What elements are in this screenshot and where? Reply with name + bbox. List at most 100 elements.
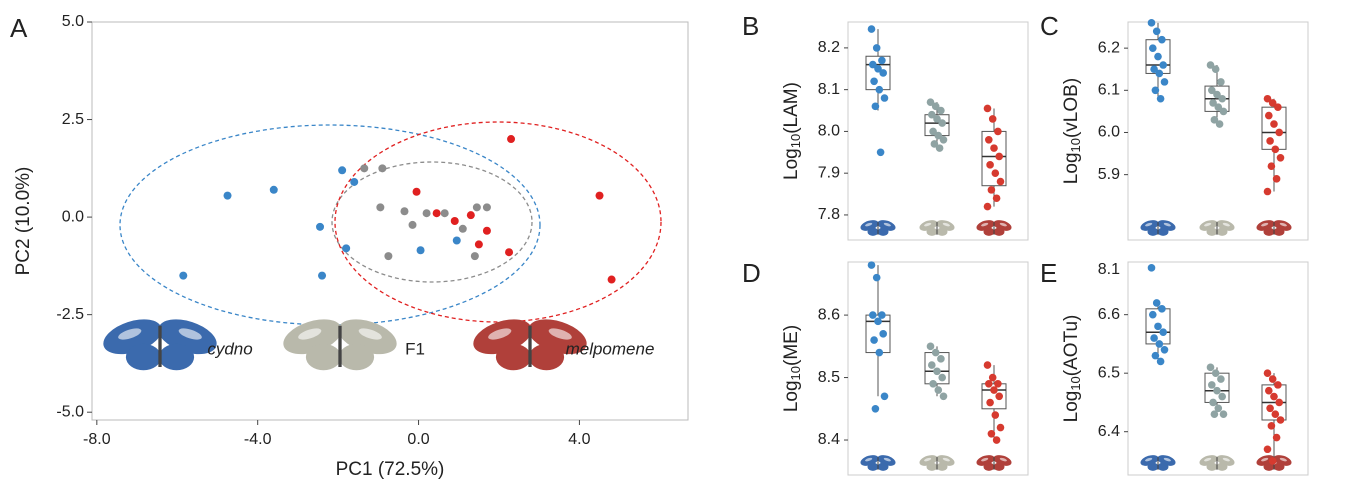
data-point: [482, 203, 491, 212]
legend-label: cydno: [207, 339, 252, 358]
data-point: [995, 152, 1003, 161]
wing: [305, 343, 342, 371]
y-tick-label: 8.2: [818, 39, 840, 56]
y-tick-label: 8.1: [818, 81, 840, 98]
body: [1216, 457, 1218, 470]
data-point: [876, 148, 885, 157]
data-point: [384, 252, 393, 261]
data-point: [926, 98, 935, 106]
body: [993, 222, 995, 235]
data-point: [983, 361, 992, 369]
y-tick-label: 5.9: [1098, 166, 1120, 183]
y-tick-label: 8.0: [818, 123, 840, 140]
wing: [926, 462, 938, 471]
body: [338, 325, 342, 367]
data-point: [880, 94, 889, 102]
data-point: [935, 144, 944, 152]
butterfly-icon: [473, 319, 587, 371]
data-point: [1155, 69, 1164, 78]
butterfly-icon: [1256, 220, 1292, 236]
data-point: [879, 330, 887, 338]
data-point: [422, 209, 431, 218]
body: [993, 457, 995, 470]
plot-frame: [1127, 261, 1309, 476]
data-point: [878, 56, 886, 65]
data-point: [867, 25, 876, 33]
butterfly-icon: [860, 220, 896, 236]
data-point: [1151, 351, 1160, 360]
y-axis-label-part: Log: [1061, 152, 1082, 184]
data-point: [1154, 322, 1162, 331]
data-point: [1208, 86, 1216, 95]
data-point: [595, 191, 604, 200]
wing: [1157, 227, 1169, 236]
wing: [867, 227, 879, 236]
data-point: [937, 355, 945, 363]
butterfly-icon: [103, 319, 217, 371]
body: [1273, 222, 1275, 235]
wing: [495, 343, 532, 371]
y-axis-label-part: 10: [788, 134, 803, 148]
data-point: [1268, 457, 1277, 465]
wing-patch: [883, 222, 891, 227]
body: [936, 457, 938, 470]
wing-patch: [1204, 457, 1212, 462]
butterfly-icon: [1140, 220, 1176, 236]
y-axis-label-part: 10: [788, 366, 803, 380]
data-point: [1218, 392, 1226, 401]
data-point: [416, 246, 425, 255]
data-point: [482, 226, 491, 235]
data-point: [992, 194, 1001, 203]
wing: [528, 343, 565, 371]
data-point: [350, 177, 359, 186]
butterfly-icon: [1199, 455, 1235, 471]
data-point: [928, 361, 936, 369]
plot-frame: [1127, 21, 1309, 241]
wing-patch: [1145, 222, 1153, 227]
data-point: [872, 44, 881, 52]
data-point: [450, 217, 459, 225]
butterfly-icon: [919, 220, 955, 236]
data-point: [994, 127, 1002, 136]
data-point: [994, 380, 1002, 388]
wing-patch: [981, 457, 989, 462]
wing: [1273, 462, 1285, 471]
data-point: [1158, 35, 1166, 44]
panel-letter: E: [1040, 258, 1057, 288]
wing: [338, 343, 375, 371]
wing-patch: [178, 328, 202, 340]
wing-patch: [999, 457, 1007, 462]
wing-patch: [865, 222, 873, 227]
y-tick-label: 6.0: [1098, 124, 1120, 141]
data-point: [1213, 90, 1221, 99]
y-axis-label-part: Log: [1061, 391, 1082, 423]
wing: [1216, 462, 1228, 471]
wing-patch: [298, 328, 322, 340]
x-tick-label: -4.0: [244, 431, 272, 448]
butterfly-icon: [283, 319, 397, 371]
wing-patch: [1222, 222, 1230, 227]
body: [1157, 222, 1159, 235]
data-point: [938, 373, 946, 382]
wing-patch: [1163, 457, 1171, 462]
data-point: [1152, 27, 1161, 36]
data-point: [1206, 61, 1215, 69]
data-point: [986, 161, 994, 169]
wing-patch: [924, 457, 932, 462]
data-point: [458, 224, 467, 233]
wing: [1206, 227, 1218, 236]
data-point: [1210, 410, 1219, 418]
y-tick-label: 6.4: [1098, 423, 1120, 440]
data-point: [983, 202, 992, 211]
plot-frame: [847, 261, 1029, 476]
plot-frame: [91, 21, 689, 421]
data-point: [440, 209, 449, 218]
data-point: [1217, 375, 1225, 383]
data-point: [452, 236, 461, 245]
data-point: [466, 211, 475, 220]
wing-patch: [1261, 457, 1269, 462]
data-point: [1159, 328, 1167, 337]
wing: [983, 462, 995, 471]
y-axis-label: Log10(ME): [781, 325, 803, 412]
